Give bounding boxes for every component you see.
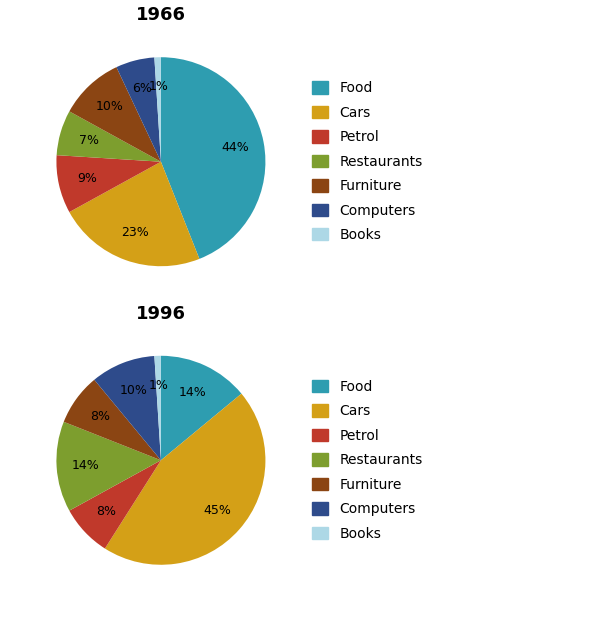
Wedge shape [154,356,161,460]
Wedge shape [161,57,265,259]
Text: 10%: 10% [119,384,147,397]
Text: 44%: 44% [221,141,249,154]
Text: 45%: 45% [203,504,231,516]
Wedge shape [116,57,161,162]
Text: 10%: 10% [95,100,123,113]
Text: 9%: 9% [77,172,97,185]
Wedge shape [154,57,161,162]
Title: 1966: 1966 [136,6,186,24]
Title: 1996: 1996 [136,305,186,323]
Text: 1%: 1% [148,379,169,392]
Wedge shape [57,111,161,162]
Wedge shape [105,394,265,565]
Text: 8%: 8% [90,409,110,422]
Text: 14%: 14% [179,386,207,399]
Text: 6%: 6% [132,82,152,95]
Wedge shape [64,380,161,460]
Wedge shape [161,356,241,460]
Wedge shape [69,162,200,266]
Wedge shape [69,460,161,549]
Legend: Food, Cars, Petrol, Restaurants, Furniture, Computers, Books: Food, Cars, Petrol, Restaurants, Furnitu… [312,81,423,242]
Wedge shape [94,356,161,460]
Text: 23%: 23% [122,226,150,239]
Legend: Food, Cars, Petrol, Restaurants, Furniture, Computers, Books: Food, Cars, Petrol, Restaurants, Furnitu… [312,380,423,541]
Wedge shape [57,422,161,511]
Text: 7%: 7% [79,134,99,147]
Wedge shape [57,155,161,212]
Text: 8%: 8% [96,505,116,518]
Text: 1%: 1% [148,80,169,93]
Wedge shape [69,67,161,162]
Text: 14%: 14% [72,458,100,471]
